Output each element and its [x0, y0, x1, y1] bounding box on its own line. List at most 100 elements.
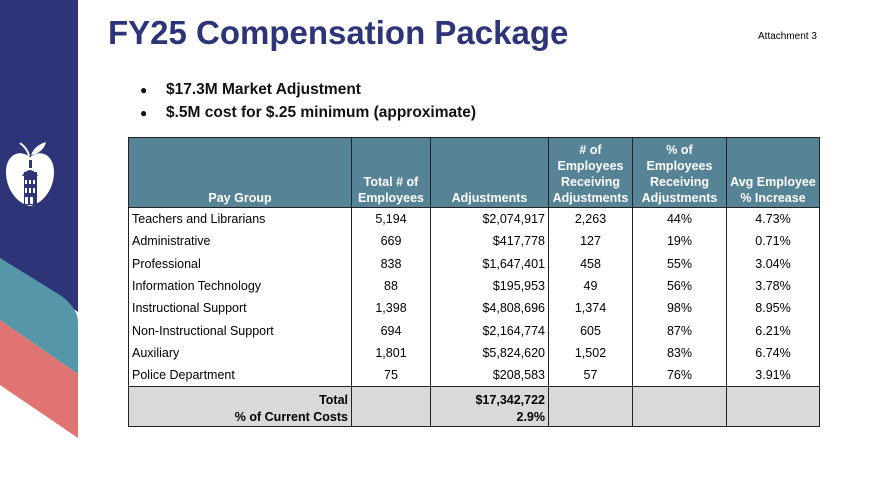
column-header-line: % of [666, 143, 693, 157]
column-header-line: % Increase [740, 191, 806, 205]
total-adjustments: $17,342,722 [475, 393, 545, 408]
table-total-row: Total % of Current Costs $17,342,722 2.9% [128, 386, 820, 427]
apple-capitol-logo-icon [6, 142, 54, 206]
bullet-text: $.5M cost for $.25 minimum (approximate) [166, 104, 477, 121]
avg-increase-cell: 6.21% [726, 319, 820, 342]
pay-group-cell: Information Technology [128, 274, 352, 298]
pay-group-cell: Non-Instructional Support [128, 319, 352, 342]
column-header: Total # of Employees [351, 137, 431, 208]
attachment-label: Attachment 3 [758, 31, 817, 42]
employees-receiving-cell: 1,502 [548, 341, 633, 365]
percent-receiving-cell: 98% [632, 297, 727, 320]
adjustments-cell: $1,647,401 [430, 252, 549, 275]
pay-group-cell: Police Department [128, 364, 352, 387]
employees-receiving-cell: 49 [548, 274, 633, 298]
total-employees-cell: 694 [351, 319, 431, 342]
sidebar-coral-band [0, 320, 78, 438]
employees-receiving-cell: 57 [548, 364, 633, 387]
table-row: Information Technology 88 $195,953 49 56% 3.7… [128, 274, 820, 298]
table-row: Police Department 75 $208,583 57 76% 3.91% [128, 364, 820, 387]
bullet-list: ● $17.3M Market Adjustment ● $.5M cost for… [140, 78, 476, 124]
employees-receiving-cell: 605 [548, 319, 633, 342]
adjustments-cell: $2,164,774 [430, 319, 549, 342]
employees-receiving-cell: 1,374 [548, 297, 633, 320]
percent-receiving-cell: 83% [632, 341, 727, 365]
bullet-icon: ● [140, 83, 148, 97]
column-header-line: Adjustments [641, 191, 718, 205]
empty-cell [726, 386, 820, 427]
adjustments-cell: $2,074,917 [430, 207, 549, 231]
avg-increase-cell: 3.04% [726, 252, 820, 275]
column-header: # of Employees Receiving Adjustments [548, 137, 633, 208]
pay-group-cell: Administrative [128, 230, 352, 253]
sidebar-teal-band [0, 258, 78, 374]
bullet-icon: ● [140, 106, 148, 120]
column-header: Pay Group [128, 137, 352, 208]
adjustments-cell: $195,953 [430, 274, 549, 298]
column-header-line: Employees [646, 159, 713, 173]
avg-increase-cell: 4.73% [726, 207, 820, 231]
table-header: Pay Group Total # of Employees Adjustments #… [128, 137, 820, 208]
pay-group-cell: Teachers and Librarians [128, 207, 352, 231]
adjustments-cell: $208,583 [430, 364, 549, 387]
avg-increase-cell: 3.78% [726, 274, 820, 298]
bullet-text: $17.3M Market Adjustment [166, 81, 361, 98]
employees-receiving-cell: 458 [548, 252, 633, 275]
avg-increase-cell: 8.95% [726, 297, 820, 320]
percent-receiving-cell: 55% [632, 252, 727, 275]
employees-receiving-cell: 2,263 [548, 207, 633, 231]
column-header: % of Employees Receiving Adjustments [632, 137, 727, 208]
sidebar-decoration [0, 0, 78, 438]
table-row: Auxiliary 1,801 $5,824,620 1,502 83% 6.74% [128, 341, 820, 365]
column-header: Avg Employee % Increase [726, 137, 820, 208]
total-adjustments-cell: $17,342,722 2.9% [430, 386, 549, 427]
percent-receiving-cell: 44% [632, 207, 727, 231]
total-employees-cell: 1,398 [351, 297, 431, 320]
table-row: Teachers and Librarians 5,194 $2,074,917 2,… [128, 207, 820, 231]
percent-receiving-cell: 19% [632, 230, 727, 253]
percent-receiving-cell: 76% [632, 364, 727, 387]
total-employees-cell: 838 [351, 252, 431, 275]
column-header: Adjustments [430, 137, 549, 208]
table-row: Administrative 669 $417,778 127 19% 0.71% [128, 230, 820, 253]
empty-cell [632, 386, 727, 427]
compensation-table: Pay Group Total # of Employees Adjustments #… [128, 137, 820, 428]
total-employees-cell: 88 [351, 274, 431, 298]
avg-increase-cell: 3.91% [726, 364, 820, 387]
pay-group-cell: Professional [128, 252, 352, 275]
table-row: Non-Instructional Support 694 $2,164,774 60… [128, 319, 820, 342]
percent-of-costs-label: % of Current Costs [234, 410, 348, 425]
total-label-cell: Total % of Current Costs [128, 386, 352, 427]
percent-receiving-cell: 87% [632, 319, 727, 342]
avg-increase-cell: 0.71% [726, 230, 820, 253]
pay-group-cell: Auxiliary [128, 341, 352, 365]
column-header-line: Adjustments [451, 191, 528, 205]
page-title: FY25 Compensation Package [108, 14, 569, 51]
column-header-line: Total # of [363, 175, 419, 189]
adjustments-cell: $417,778 [430, 230, 549, 253]
table-row: Instructional Support 1,398 $4,808,696 1,37… [128, 297, 820, 320]
column-header-line: Adjustments [552, 191, 629, 205]
column-header-line: Employees [357, 191, 424, 205]
column-header-line: Receiving [560, 175, 621, 189]
bullet-item: ● $17.3M Market Adjustment [140, 78, 476, 101]
bullet-item: ● $.5M cost for $.25 minimum (approximate… [140, 101, 476, 124]
total-percent: 2.9% [516, 410, 546, 425]
table-row: Professional 838 $1,647,401 458 55% 3.04% [128, 252, 820, 275]
total-employees-cell: 75 [351, 364, 431, 387]
adjustments-cell: $5,824,620 [430, 341, 549, 365]
column-header-line: Pay Group [208, 191, 272, 205]
avg-increase-cell: 6.74% [726, 341, 820, 365]
empty-cell [548, 386, 633, 427]
total-employees-cell: 5,194 [351, 207, 431, 231]
column-header-line: Avg Employee [730, 175, 816, 189]
empty-cell [351, 386, 431, 427]
adjustments-cell: $4,808,696 [430, 297, 549, 320]
employees-receiving-cell: 127 [548, 230, 633, 253]
percent-receiving-cell: 56% [632, 274, 727, 298]
total-employees-cell: 1,801 [351, 341, 431, 365]
table-body: Teachers and Librarians 5,194 $2,074,917 2,… [128, 207, 820, 387]
column-header-line: Receiving [649, 175, 710, 189]
total-label: Total [319, 393, 348, 408]
column-header-line: Employees [557, 159, 624, 173]
